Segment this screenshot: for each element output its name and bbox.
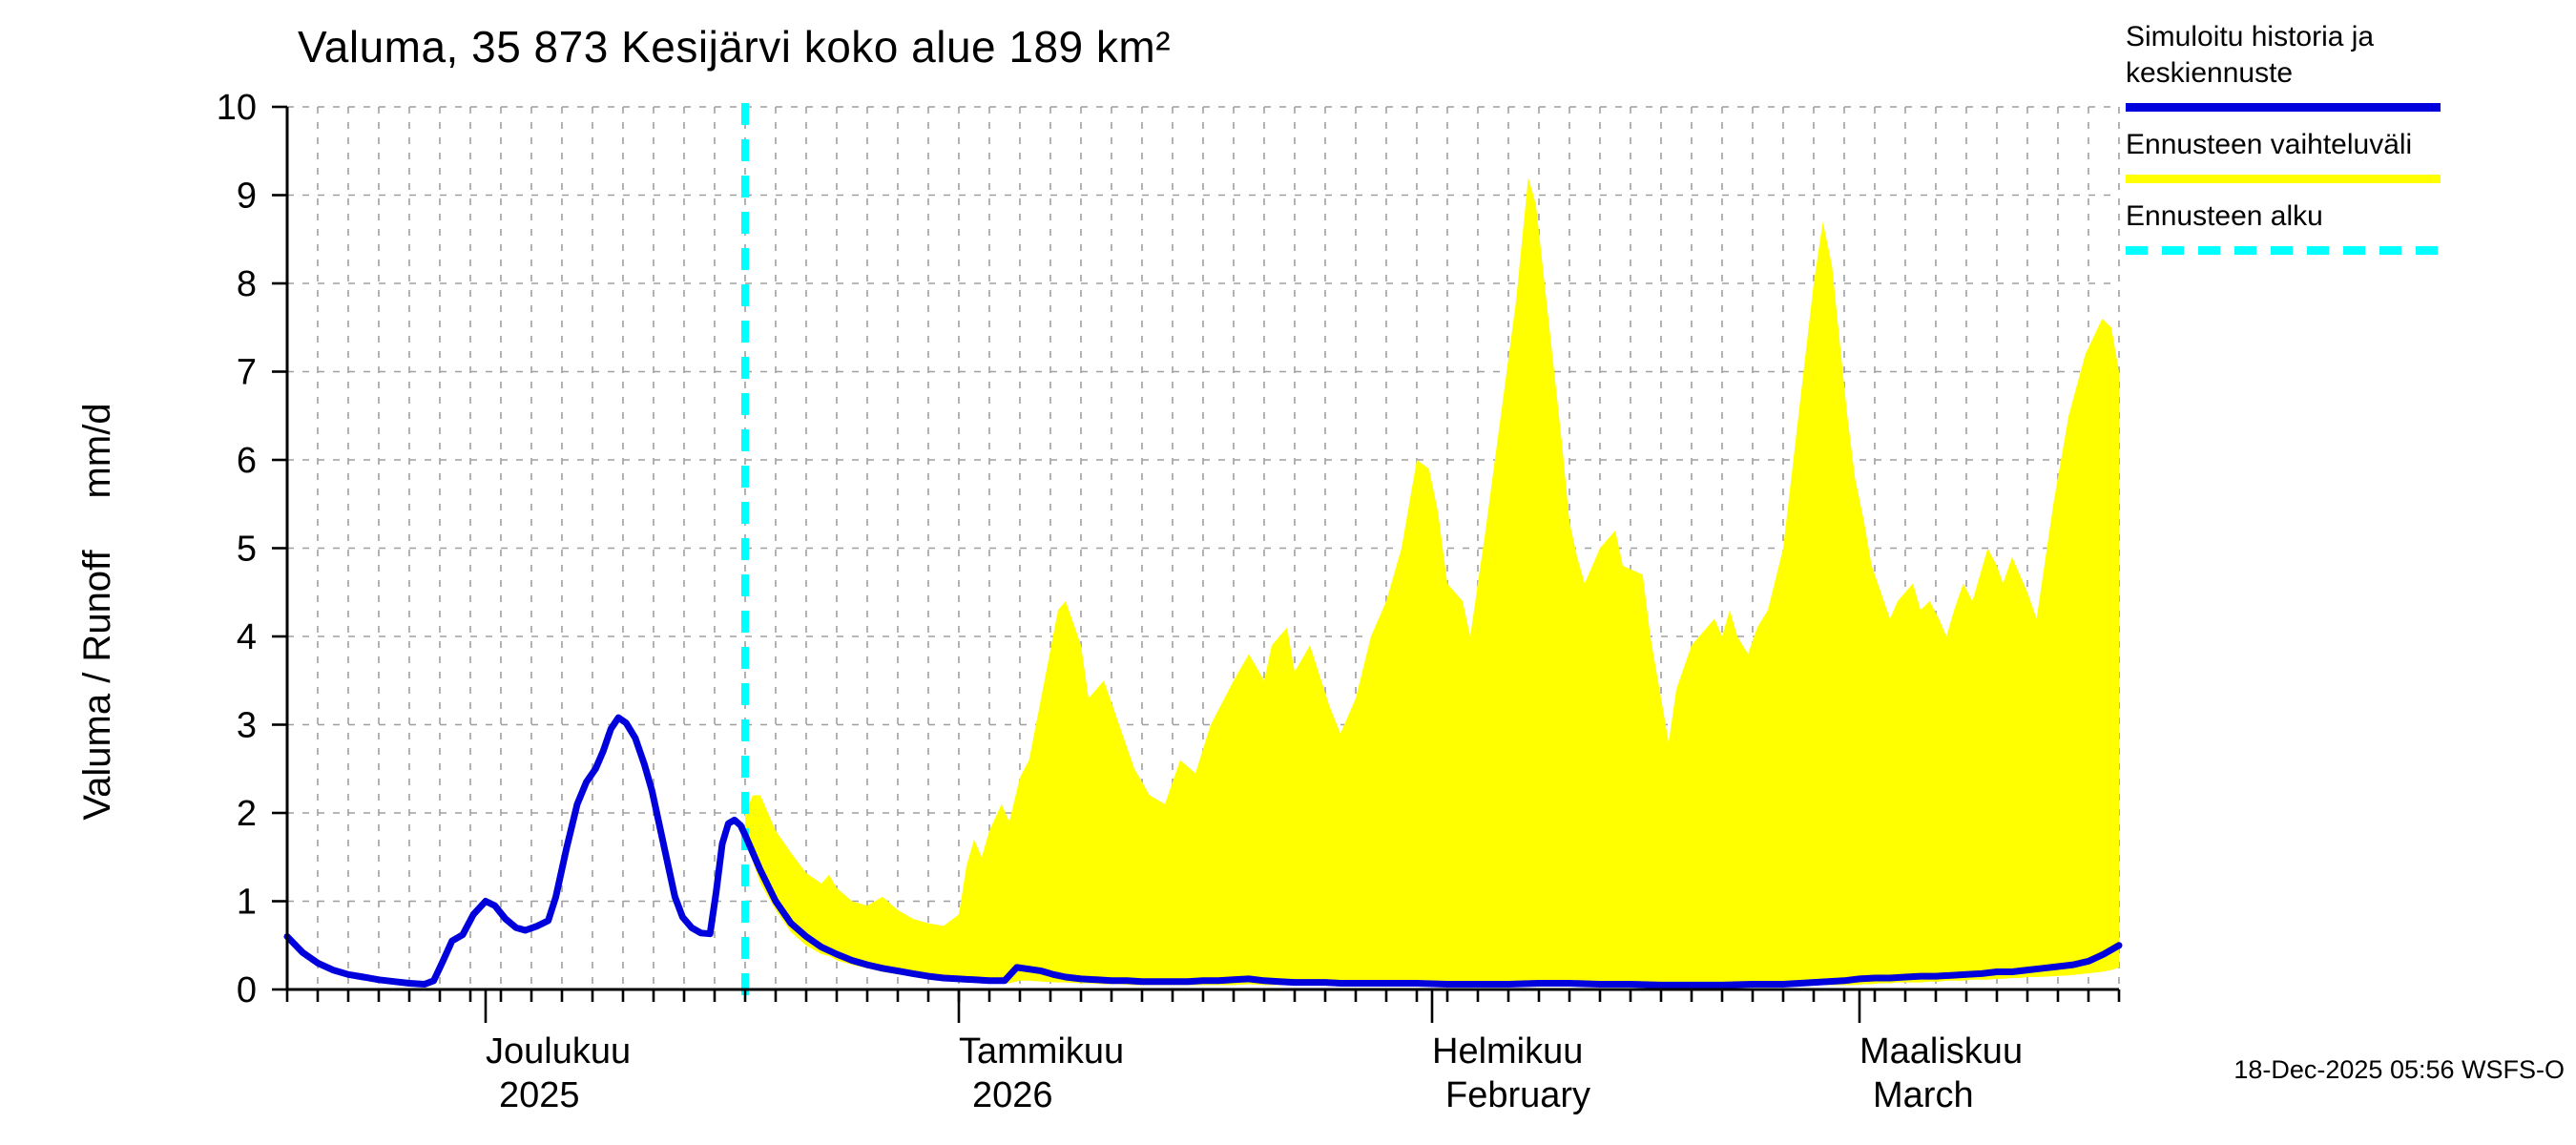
y-tick-label: 6 [237,441,257,481]
month-sublabel: 2026 [972,1075,1053,1115]
y-axis-label-unit: mm/d [75,403,118,499]
y-tick-label: 8 [237,264,257,304]
history-mean-line [283,714,2123,989]
y-tick-label: 10 [217,88,257,128]
month-sublabel: 2025 [499,1075,580,1115]
y-tick-label: 4 [237,617,257,657]
month-label: Joulukuu [486,1031,631,1072]
legend-item-forecast-range: Ennusteen vaihteluväli [2126,127,2565,183]
y-tick-label: 9 [237,177,257,217]
y-axis-label: Valuma / Runoff mm/d [75,278,119,946]
y-tick-label: 3 [237,706,257,746]
y-tick-label: 7 [237,353,257,393]
y-tick-label: 5 [237,530,257,570]
chart-title: Valuma, 35 873 Kesijärvi koko alue 189 k… [298,22,1172,72]
legend-label: Ennusteen vaihteluväli [2126,129,2413,160]
legend-label: Ennusteen alku [2126,200,2323,232]
legend-swatch-history-mean-line [2126,103,2441,112]
legend-swatch-forecast-range [2126,175,2441,183]
month-label: Maaliskuu [1859,1031,2023,1072]
forecast-band-area [745,177,2119,986]
month-label: Tammikuu [959,1031,1124,1072]
month-label: Helmikuu [1432,1031,1583,1072]
legend-item-forecast-start: Ennusteen alku [2126,198,2565,255]
legend-swatch-forecast-start-line [2126,246,2441,255]
y-axis-label-main: Valuma / Runoff [75,550,118,821]
legend-label: Simuloitu historia ja [2126,21,2375,52]
month-sublabel: February [1445,1075,1590,1115]
timestamp: 18-Dec-2025 05:56 WSFS-O [2233,1055,2565,1084]
y-tick-label: 2 [237,794,257,834]
month-sublabel: March [1873,1075,1974,1115]
legend-item-history-mean: Simuloitu historia ja keskiennuste [2126,19,2565,112]
y-tick-label: 1 [237,883,257,923]
y-tick-label: 0 [237,970,257,1010]
legend: Simuloitu historia ja keskiennuste Ennus… [2126,19,2565,270]
legend-label: keskiennuste [2126,57,2294,89]
